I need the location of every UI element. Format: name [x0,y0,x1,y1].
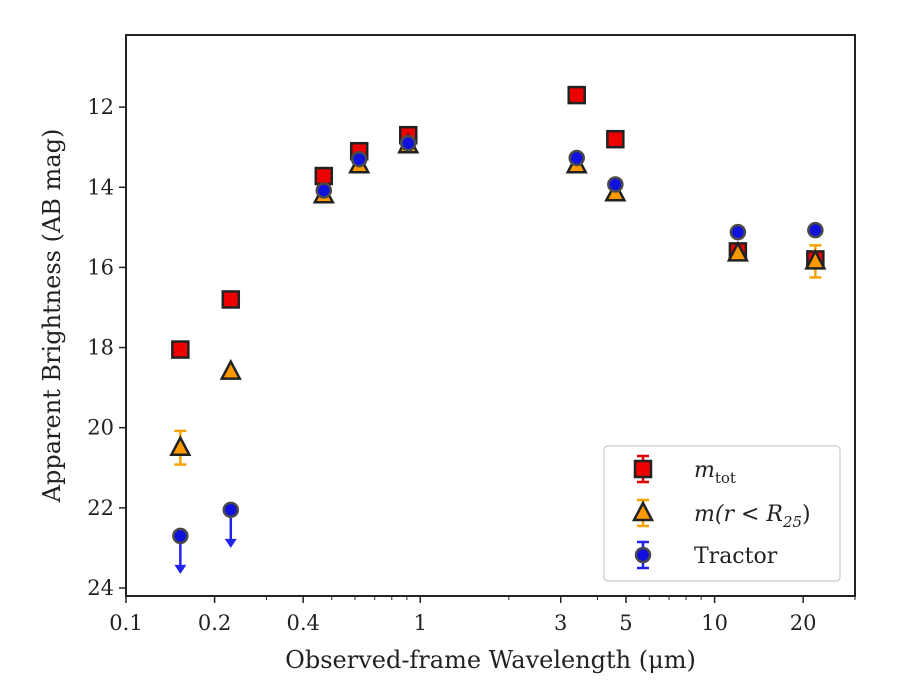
legend-marker [631,500,655,522]
legend-label-main: Tractor [694,544,778,569]
data-point [804,248,827,270]
data-point [169,435,192,456]
legend: mtot m(r < R25) Tractor [603,445,841,582]
data-point [606,129,625,149]
legend-marker [634,546,652,564]
legend-label-main: m [694,458,715,483]
data-point [807,221,824,239]
x-tick-label: 10 [701,611,728,635]
data-point [172,527,189,545]
data-point [315,182,333,199]
x-tick-label: 0.4 [286,611,319,635]
data-point [399,134,417,152]
y-tick-label: 12 [87,95,114,119]
x-tick-label: 5 [619,611,632,635]
y-tick-label: 20 [87,416,114,440]
y-tick-label: 24 [87,576,114,600]
y-axis-title: Apparent Brightness (AB mag) [38,129,66,504]
plot-frame [125,34,856,597]
legend-label: mtot [694,458,736,487]
series-circle [172,134,824,574]
y-tick-label: 18 [87,336,114,360]
legend-box [603,445,841,582]
legend-marker [633,459,653,479]
x-tick-label: 1 [414,611,427,635]
x-tick-label: 3 [554,611,567,635]
data-point [171,340,190,359]
series-triangle [169,132,827,466]
data-point [350,150,368,168]
x-axis-title: Observed-frame Wavelength (μm) [285,646,696,674]
data-point [568,149,585,167]
data-point [219,358,242,380]
legend-label: m(r < R25) [694,502,811,531]
data-point [221,290,241,309]
x-tick-label: 0.1 [109,611,142,635]
data-point [726,240,749,262]
data-point [567,85,586,105]
x-tick-label: 0.2 [198,611,231,635]
legend-label-tail: ) [802,502,811,527]
x-tick-label: 20 [790,611,817,635]
data-point [314,166,334,186]
data-point [729,223,747,241]
series-square [171,85,825,359]
legend-label-subscript: tot [715,469,736,487]
data-point [607,176,624,193]
upper-limit-arrow [174,564,187,574]
data-marks [169,85,827,574]
data-point [222,501,240,519]
upper-limit-arrow [224,538,237,548]
axis-ticks: 0.1 0.2 0.4 1 3 5 10 20 12 14 16 18 20 22 24 [87,95,856,635]
legend-label: Tractor [694,544,778,569]
legend-label-main: m(r < R [694,502,783,527]
y-tick-label: 22 [87,496,114,520]
y-tick-label: 14 [87,175,114,199]
y-tick-label: 16 [87,255,114,279]
legend-label-subscript: 25 [782,513,802,531]
